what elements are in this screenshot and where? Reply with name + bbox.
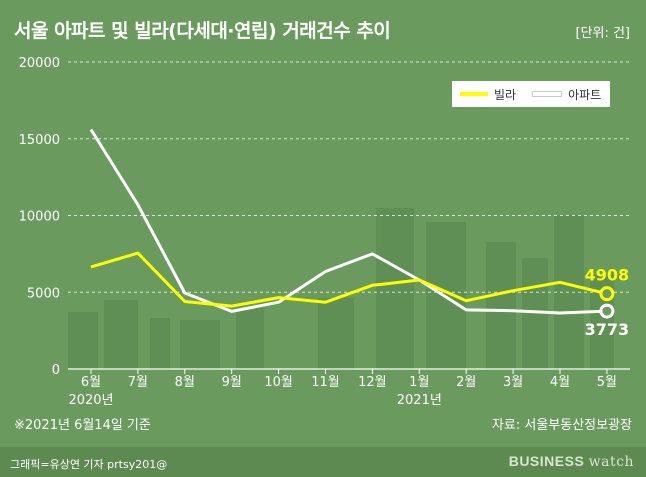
unit-label: [단위: 건] bbox=[575, 26, 630, 41]
x-tick-label: 5월 bbox=[597, 375, 617, 390]
x-tick-label: 6월 bbox=[81, 375, 101, 390]
brand-logo: BUSINESS watch bbox=[509, 453, 634, 470]
end-point-marker bbox=[599, 286, 615, 302]
x-tick-label: 11월 bbox=[311, 375, 340, 390]
legend-label-apartment: 아파트 bbox=[568, 87, 602, 102]
y-tick-label: 10000 bbox=[19, 210, 60, 225]
legend: 빌라 아파트 bbox=[452, 81, 610, 107]
end-value-label: 4908 bbox=[585, 266, 630, 285]
x-tick-label: 12월 bbox=[358, 375, 387, 390]
year-label: 2021년 bbox=[397, 393, 442, 408]
x-tick-label: 10월 bbox=[264, 375, 293, 390]
y-tick-label: 20000 bbox=[19, 56, 60, 71]
footer-bar: 그래픽=유상연 기자 prtsy201@ BUSINESS watch bbox=[0, 447, 646, 477]
x-tick-label: 1월 bbox=[409, 375, 429, 390]
legend-swatch-apartment bbox=[532, 91, 563, 97]
x-tick-label: 4월 bbox=[550, 375, 570, 390]
brand-part2: watch bbox=[588, 454, 634, 470]
x-tick-label: 3월 bbox=[503, 375, 523, 390]
footnote: ※2021년 6월14일 기준 bbox=[14, 418, 151, 433]
series-line-apartment bbox=[89, 128, 607, 315]
skyline-decoration bbox=[68, 208, 614, 370]
x-tick-label: 9월 bbox=[222, 375, 242, 390]
credit-label: 그래픽=유상연 기자 prtsy201@ bbox=[10, 458, 168, 471]
y-tick-label: 5000 bbox=[27, 286, 60, 301]
series-line-villa bbox=[90, 251, 608, 308]
legend-item-apartment: 아파트 bbox=[532, 86, 601, 103]
end-point-marker bbox=[599, 303, 615, 319]
end-value-label: 3773 bbox=[585, 320, 630, 339]
x-tick-label: 7월 bbox=[128, 375, 148, 390]
legend-swatch-villa bbox=[460, 92, 488, 96]
year-label: 2020년 bbox=[68, 393, 113, 408]
source-label: 자료: 서울부동산정보광장 bbox=[491, 418, 632, 433]
brand-part1: BUSINESS bbox=[508, 453, 585, 469]
legend-label-villa: 빌라 bbox=[494, 87, 517, 102]
chart-title: 서울 아파트 및 빌라(다세대·연립) 거래건수 추이 bbox=[14, 20, 391, 42]
y-tick-label: 0 bbox=[52, 363, 60, 378]
legend-item-villa: 빌라 bbox=[460, 86, 516, 103]
x-tick-label: 2월 bbox=[456, 375, 476, 390]
y-tick-label: 15000 bbox=[19, 133, 60, 148]
x-tick-label: 8월 bbox=[175, 375, 195, 390]
line-chart: 0 5000 10000 15000 20000 6월 7월 8월 9월 10월 11월 12월 1월… bbox=[19, 56, 630, 408]
